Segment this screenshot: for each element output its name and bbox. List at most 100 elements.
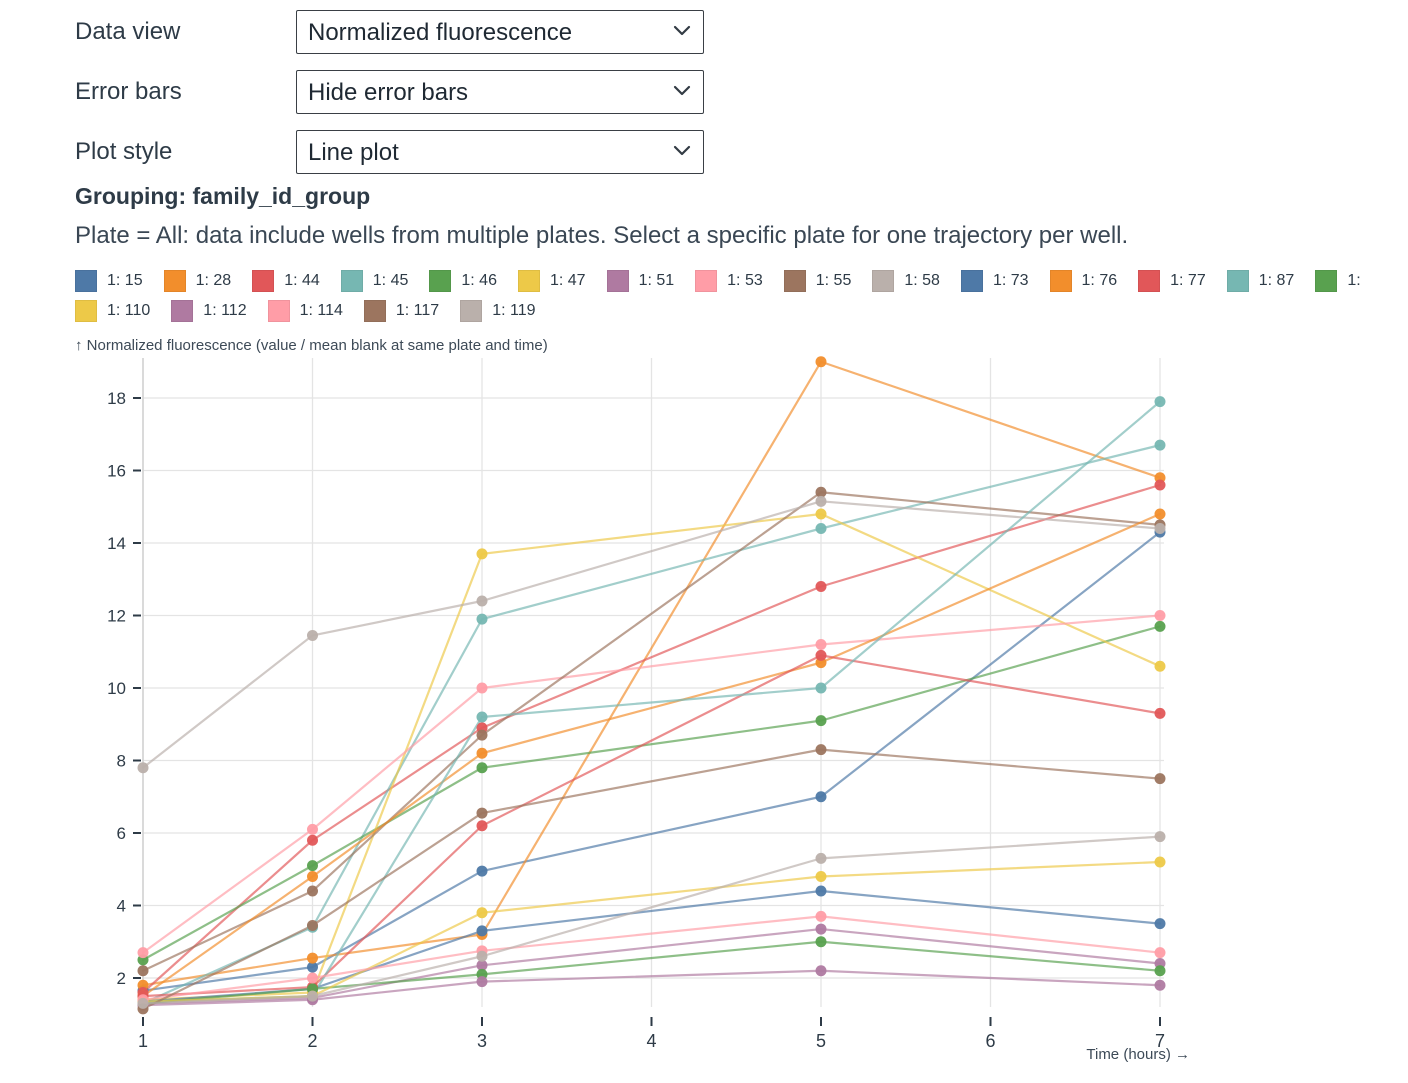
legend-swatch (1315, 270, 1338, 292)
legend-item: 1: 44 (252, 270, 320, 292)
legend-label: 1: 114 (299, 302, 343, 319)
data-point (815, 495, 827, 507)
legend-item: 1: 47 (517, 270, 586, 292)
data-point (307, 834, 318, 846)
legend-label: 1: 53 (727, 272, 763, 289)
data-point (815, 852, 827, 864)
data-point (307, 990, 318, 1002)
data-point (307, 961, 318, 973)
data-point (1154, 979, 1166, 991)
error-bars-select-wrap: Hide error bars (296, 70, 704, 114)
y-tick-label: 6 (117, 824, 126, 843)
data-view-label: Data view (75, 18, 181, 45)
legend-label: 1: 73 (992, 272, 1029, 289)
legend-swatch (872, 270, 895, 292)
data-point (1154, 620, 1166, 632)
data-point (1154, 660, 1166, 672)
data-point (815, 486, 827, 498)
legend-item: 1: (1315, 270, 1361, 292)
data-point (476, 950, 488, 962)
data-point (1154, 707, 1166, 719)
legend-row-1: 1: 15 1: 28 1: 44 1: 45 1: 46 1: 47 1: 51 1: 53… (75, 268, 1408, 294)
legend-label: 1: 77 (1170, 272, 1206, 289)
legend-swatch (460, 300, 483, 322)
data-point (476, 959, 488, 971)
legend-swatch (252, 270, 275, 292)
legend-swatch (75, 270, 97, 292)
legend-item: 1: 114 (267, 300, 343, 322)
data-point (1154, 479, 1166, 491)
data-point (815, 791, 827, 803)
control-row-plot-style: Plot style Line plot (75, 130, 704, 174)
legend-swatch (163, 270, 186, 292)
x-tick-label: 5 (816, 1031, 826, 1051)
x-tick-label: 3 (477, 1031, 487, 1051)
y-tick-label: 14 (107, 534, 126, 553)
data-point (1154, 439, 1166, 451)
control-row-error-bars: Error bars Hide error bars (75, 70, 704, 114)
legend-item: 1: 87 (1226, 270, 1294, 292)
data-point (815, 523, 827, 534)
data-point (476, 682, 488, 694)
legend-swatch (1138, 270, 1161, 292)
legend-label: 1: 28 (195, 272, 232, 289)
data-point (307, 919, 318, 931)
data-point (307, 871, 318, 882)
error-bars-label: Error bars (75, 78, 182, 105)
data-point (815, 871, 827, 882)
legend-swatch (429, 270, 452, 292)
data-point (815, 885, 827, 897)
legend-item: 1: 46 (429, 270, 497, 292)
y-tick-label: 10 (107, 679, 126, 698)
data-point (137, 762, 149, 774)
y-tick-label: 16 (107, 462, 126, 481)
data-point (815, 581, 827, 592)
legend-swatch (783, 270, 806, 292)
data-point (815, 744, 827, 756)
legend-swatch (606, 270, 629, 292)
legend-item: 1: 53 (695, 270, 763, 292)
data-point (307, 629, 318, 641)
data-point (476, 762, 488, 774)
legend-swatch (75, 300, 97, 322)
y-tick-label: 8 (117, 752, 126, 771)
legend-item: 1: 110 (75, 300, 150, 322)
data-point (476, 729, 488, 741)
legend-item: 1: 15 (75, 270, 143, 292)
legend-label: 1: 55 (815, 272, 852, 289)
legend-label: 1: 15 (107, 272, 143, 289)
data-point (137, 947, 149, 959)
legend-item: 1: 112 (171, 300, 247, 322)
legend-swatch (363, 300, 386, 322)
legend-label: 1: 119 (492, 302, 536, 319)
data-view-select-wrap: Normalized fluorescence (296, 10, 704, 54)
x-tick-label: 1 (138, 1031, 148, 1051)
data-point (815, 715, 827, 727)
data-point (815, 508, 827, 520)
legend-label: 1: 44 (284, 272, 320, 289)
data-point (476, 925, 488, 937)
legend-swatch (1226, 270, 1249, 292)
data-point (307, 952, 318, 964)
data-point (307, 860, 318, 872)
legend-swatch (171, 300, 194, 322)
data-view-select[interactable]: Normalized fluorescence (296, 10, 704, 54)
error-bars-select[interactable]: Hide error bars (296, 70, 704, 114)
legend-label: 1: 51 (638, 272, 675, 289)
legend-item: 1: 28 (163, 270, 232, 292)
legend-label: 1: 112 (203, 302, 247, 319)
data-point (476, 907, 488, 919)
legend-swatch (267, 300, 290, 322)
data-point (1154, 508, 1166, 520)
data-point (476, 976, 488, 988)
x-tick-label: 7 (1155, 1031, 1165, 1051)
data-point (815, 910, 827, 922)
data-point (476, 711, 488, 723)
data-point (476, 595, 488, 607)
legend-item: 1: 76 (1049, 270, 1117, 292)
plot-style-select-wrap: Line plot (296, 130, 704, 174)
plot-style-select[interactable]: Line plot (296, 130, 704, 174)
legend-label: 1: 110 (107, 302, 151, 319)
